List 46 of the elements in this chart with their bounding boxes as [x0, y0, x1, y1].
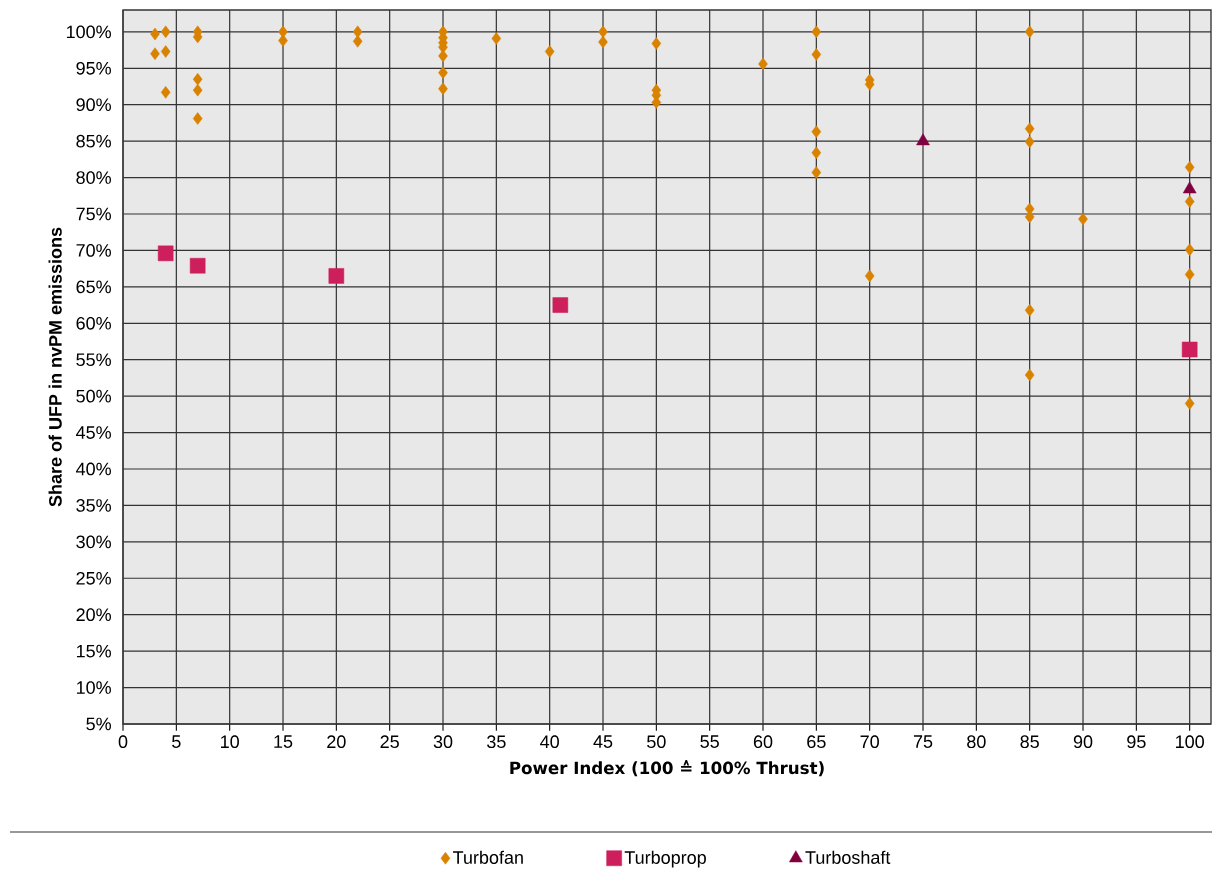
y-tick-label: 55%: [76, 353, 111, 367]
x-tick-label: 80: [967, 735, 986, 749]
legend-label: Turbofan: [453, 850, 523, 864]
legend-label: Turboprop: [624, 850, 706, 868]
y-tick-label: 45%: [76, 426, 111, 439]
x-tick-label: 45: [593, 735, 613, 748]
y-tick-label: 75%: [76, 207, 111, 221]
x-tick-label: 10: [221, 735, 239, 749]
x-tick-label: 35: [487, 735, 506, 749]
y-tick-label: 80%: [76, 171, 111, 184]
y-tick-label: 50%: [76, 389, 111, 403]
y-tick-label: 90%: [76, 98, 111, 112]
y-tick-label: 35%: [76, 499, 111, 512]
x-tick-label: 95: [1127, 735, 1146, 749]
y-tick-label: 30%: [76, 535, 111, 549]
x-tick-label: 100: [1176, 735, 1204, 749]
x-tick-label: 0: [118, 735, 128, 749]
y-tick-label: 65%: [76, 280, 111, 294]
x-tick-label: 75: [913, 735, 933, 748]
y-tick-label: 20%: [76, 608, 111, 622]
y-tick-label: 95%: [76, 61, 111, 75]
x-tick-label: 20: [327, 735, 346, 749]
y-tick-label: 85%: [76, 134, 111, 148]
x-tick-label: 70: [860, 735, 879, 749]
x-tick-label: 5: [172, 735, 181, 748]
y-axis-title: Share of UFP in nvPM emissions: [48, 227, 62, 507]
x-tick-label: 25: [380, 735, 399, 749]
x-tick-label: 60: [753, 735, 773, 749]
x-tick-label: 15: [274, 735, 293, 748]
x-tick-label: 65: [807, 735, 826, 749]
y-tick-label: 25%: [76, 571, 111, 585]
y-tick-label: 70%: [76, 244, 111, 257]
legend-label: Turboshaft: [805, 850, 891, 864]
x-axis-title: Power Index (100 ≙ 100% Thrust): [510, 759, 824, 777]
y-tick-label: 10%: [76, 681, 111, 694]
x-tick-label: 55: [700, 735, 719, 748]
y-tick-label: 40%: [76, 462, 111, 476]
y-tick-label: 100%: [66, 25, 111, 39]
x-tick-label: 30: [433, 735, 453, 749]
x-tick-label: 85: [1020, 735, 1039, 749]
x-tick-label: 50: [647, 735, 666, 749]
x-tick-label: 40: [540, 735, 559, 749]
y-tick-label: 15%: [76, 644, 111, 658]
y-tick-label: 60%: [76, 316, 111, 330]
y-tick-label: 5%: [86, 717, 111, 731]
x-tick-label: 90: [1073, 735, 1093, 749]
